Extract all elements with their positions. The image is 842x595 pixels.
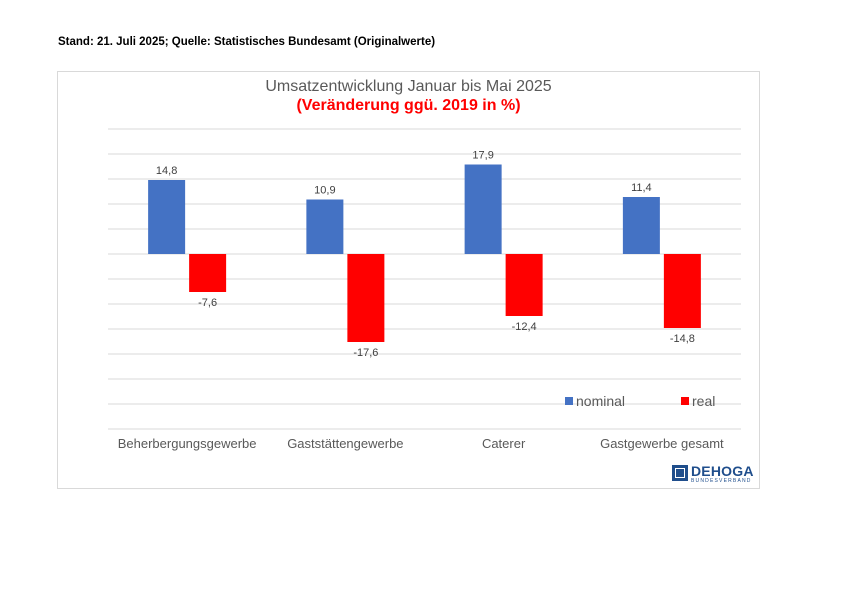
data-label: 10,9 — [314, 185, 335, 197]
data-label: -7,6 — [198, 297, 217, 309]
header-note: Stand: 21. Juli 2025; Quelle: Statistisc… — [58, 36, 436, 48]
bar-real — [663, 254, 701, 328]
data-label: -14,8 — [670, 333, 695, 345]
legend-label: real — [692, 393, 715, 409]
category-label: Gaststättengewerbe — [287, 436, 403, 451]
bar-nominal — [464, 164, 502, 254]
chart-frame — [57, 71, 760, 489]
data-label: 11,4 — [631, 182, 652, 194]
chart-title: Umsatzentwicklung Januar bis Mai 2025 — [265, 78, 552, 95]
legend-label: nominal — [576, 393, 625, 409]
bar-real — [347, 254, 385, 342]
legend-swatch — [681, 397, 689, 405]
dehoga-logo-icon — [672, 465, 688, 481]
category-label: Gastgewerbe gesamt — [600, 436, 724, 451]
data-label: -12,4 — [512, 321, 537, 333]
data-label: -17,6 — [353, 347, 378, 359]
bar-nominal — [622, 197, 660, 254]
bar-real — [189, 254, 227, 292]
bar-nominal — [306, 199, 344, 254]
category-label: Caterer — [482, 436, 526, 451]
logo-subtext: BUNDESVERBAND — [691, 478, 752, 484]
bar-real — [505, 254, 543, 316]
category-label: Beherbergungsgewerbe — [118, 436, 257, 451]
data-label: 17,9 — [472, 150, 493, 162]
data-label: 14,8 — [156, 165, 177, 177]
dehoga-logo: DEHOGA BUNDESVERBAND — [672, 463, 754, 485]
legend-swatch — [565, 397, 573, 405]
bar-nominal — [148, 180, 186, 254]
logo-text: DEHOGA — [691, 463, 754, 479]
chart-subtitle: (Veränderung ggü. 2019 in %) — [296, 97, 521, 114]
